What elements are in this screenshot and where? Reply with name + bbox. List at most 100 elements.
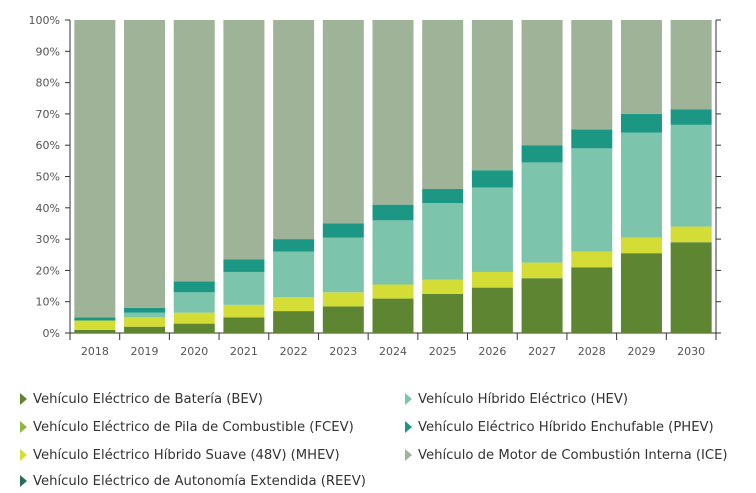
bar-segment-veh-culo-el-ctrico-h-brido-enchufable-phev--2025	[422, 189, 464, 204]
bar-segment-veh-culo-de-motor-de-combusti-n-interna-ice--2029	[620, 20, 662, 114]
bar-segment-veh-culo-h-brido-el-ctrico-hev--2025	[422, 203, 464, 280]
bar-segment-veh-culo-el-ctrico-h-brido-enchufable-phev--2019	[124, 307, 166, 313]
x-tick-label-2019: 2019	[131, 345, 159, 358]
bar-segment-veh-culo-de-motor-de-combusti-n-interna-ice--2027	[521, 20, 563, 146]
bar-segment-veh-culo-el-ctrico-de-bater-a-bev--2020	[173, 323, 215, 333]
x-tick-label-2025: 2025	[429, 345, 457, 358]
bar-segment-veh-culo-el-ctrico-h-brido-suave-48v-mhev--2030	[670, 226, 712, 243]
bar-segment-veh-culo-el-ctrico-h-brido-enchufable-phev--2022	[273, 239, 315, 252]
bar-segment-veh-culo-h-brido-el-ctrico-hev--2027	[521, 162, 563, 263]
bar-segment-veh-culo-de-motor-de-combusti-n-interna-ice--2026	[471, 20, 513, 171]
legend-item: Vehículo Eléctrico de Pila de Combustibl…	[20, 420, 354, 435]
bar-segment-veh-culo-el-ctrico-h-brido-enchufable-phev--2030	[670, 109, 712, 125]
y-tick-label: 100%	[29, 14, 60, 27]
bar-segment-veh-culo-el-ctrico-h-brido-enchufable-phev--2018	[74, 317, 116, 321]
legend-item: Vehículo de Motor de Combustión Interna …	[405, 448, 728, 463]
y-tick-label: 60%	[36, 139, 60, 152]
legend-label: Vehículo Híbrido Eléctrico (HEV)	[418, 392, 629, 407]
bar-segment-veh-culo-el-ctrico-h-brido-suave-48v-mhev--2029	[620, 237, 662, 254]
bar-segment-veh-culo-de-motor-de-combusti-n-interna-ice--2022	[273, 20, 315, 240]
bar-segment-veh-culo-el-ctrico-h-brido-suave-48v-mhev--2018	[74, 320, 116, 330]
bar-segment-veh-culo-el-ctrico-h-brido-suave-48v-mhev--2028	[571, 251, 613, 268]
x-tick-label-2030: 2030	[677, 345, 705, 358]
bar-segment-veh-culo-el-ctrico-h-brido-suave-48v-mhev--2022	[273, 297, 315, 312]
legend-item: Vehículo Eléctrico Híbrido Enchufable (P…	[405, 420, 714, 435]
bar-segment-veh-culo-el-ctrico-de-bater-a-bev--2030	[670, 242, 712, 333]
bar-segment-veh-culo-el-ctrico-h-brido-suave-48v-mhev--2024	[372, 284, 414, 299]
legend-marker	[20, 421, 27, 433]
x-tick-label-2026: 2026	[478, 345, 506, 358]
bar-segment-veh-culo-el-ctrico-de-bater-a-bev--2028	[571, 267, 613, 333]
legend-marker	[405, 421, 412, 433]
bar-segment-veh-culo-h-brido-el-ctrico-hev--2022	[273, 251, 315, 298]
bar-segment-veh-culo-de-motor-de-combusti-n-interna-ice--2020	[173, 20, 215, 282]
x-tick-label-2027: 2027	[528, 345, 556, 358]
bar-segment-veh-culo-h-brido-el-ctrico-hev--2030	[670, 124, 712, 227]
bar-segment-veh-culo-el-ctrico-h-brido-suave-48v-mhev--2023	[322, 292, 364, 307]
y-tick-label: 70%	[36, 108, 60, 121]
bar-segment-veh-culo-el-ctrico-h-brido-enchufable-phev--2029	[620, 113, 662, 133]
y-tick-label: 30%	[36, 233, 60, 246]
bar-segment-veh-culo-el-ctrico-h-brido-enchufable-phev--2027	[521, 145, 563, 163]
y-tick-label: 20%	[36, 264, 60, 277]
bar-segment-veh-culo-h-brido-el-ctrico-hev--2020	[173, 292, 215, 313]
x-tick-label-2022: 2022	[280, 345, 308, 358]
legend-marker	[20, 449, 27, 461]
y-tick-label: 90%	[36, 45, 60, 58]
bar-segment-veh-culo-el-ctrico-h-brido-suave-48v-mhev--2019	[124, 317, 166, 327]
legend-marker	[405, 449, 412, 461]
legend-label: Vehículo de Motor de Combustión Interna …	[418, 448, 728, 463]
bar-segment-veh-culo-el-ctrico-de-bater-a-bev--2026	[471, 287, 513, 333]
x-tick-label-2029: 2029	[627, 345, 655, 358]
legend-item: Vehículo Eléctrico de Batería (BEV)	[20, 392, 263, 407]
bar-segment-veh-culo-h-brido-el-ctrico-hev--2021	[223, 271, 265, 305]
bar-segment-veh-culo-el-ctrico-h-brido-enchufable-phev--2024	[372, 204, 414, 221]
bar-segment-veh-culo-el-ctrico-h-brido-enchufable-phev--2028	[571, 129, 613, 149]
x-tick-label-2024: 2024	[379, 345, 407, 358]
bar-segment-veh-culo-el-ctrico-h-brido-suave-48v-mhev--2025	[422, 279, 464, 294]
bar-segment-veh-culo-el-ctrico-h-brido-suave-48v-mhev--2026	[471, 271, 513, 288]
bar-segment-veh-culo-de-motor-de-combusti-n-interna-ice--2025	[422, 20, 464, 190]
bar-segment-veh-culo-el-ctrico-h-brido-suave-48v-mhev--2020	[173, 312, 215, 324]
legend-label: Vehículo Eléctrico de Autonomía Extendid…	[33, 474, 366, 489]
bar-segment-veh-culo-h-brido-el-ctrico-hev--2028	[571, 148, 613, 252]
bar-segment-veh-culo-el-ctrico-de-bater-a-bev--2018	[74, 329, 116, 333]
legend-item: Vehículo Eléctrico de Autonomía Extendid…	[20, 474, 366, 489]
y-tick-label: 80%	[36, 77, 60, 90]
legend-marker	[405, 393, 412, 405]
x-tick-label-2028: 2028	[578, 345, 606, 358]
bar-segment-veh-culo-de-motor-de-combusti-n-interna-ice--2028	[571, 20, 613, 130]
bar-segment-veh-culo-h-brido-el-ctrico-hev--2023	[322, 237, 364, 293]
bar-segment-veh-culo-el-ctrico-de-bater-a-bev--2024	[372, 298, 414, 333]
bar-segment-veh-culo-el-ctrico-de-bater-a-bev--2023	[322, 306, 364, 333]
bar-segment-veh-culo-h-brido-el-ctrico-hev--2026	[471, 187, 513, 272]
x-tick-label-2020: 2020	[180, 345, 208, 358]
legend-marker	[20, 475, 27, 487]
x-tick-label-2021: 2021	[230, 345, 258, 358]
bar-segment-veh-culo-de-motor-de-combusti-n-interna-ice--2018	[74, 20, 116, 318]
bar-segment-veh-culo-h-brido-el-ctrico-hev--2029	[620, 132, 662, 238]
bar-segment-veh-culo-h-brido-el-ctrico-hev--2019	[124, 312, 166, 318]
x-tick-label-2023: 2023	[329, 345, 357, 358]
y-tick-label: 0%	[43, 327, 60, 340]
bar-segment-veh-culo-el-ctrico-de-bater-a-bev--2021	[223, 317, 265, 333]
bar-segment-veh-culo-el-ctrico-de-bater-a-bev--2029	[620, 253, 662, 333]
bar-segment-veh-culo-el-ctrico-h-brido-enchufable-phev--2026	[471, 170, 513, 188]
bar-segment-veh-culo-el-ctrico-de-bater-a-bev--2022	[273, 311, 315, 333]
bar-segment-veh-culo-de-motor-de-combusti-n-interna-ice--2023	[322, 20, 364, 224]
bar-segment-veh-culo-de-motor-de-combusti-n-interna-ice--2021	[223, 20, 265, 260]
y-tick-label: 40%	[36, 202, 60, 215]
bar-segment-veh-culo-h-brido-el-ctrico-hev--2024	[372, 220, 414, 285]
bar-segment-veh-culo-el-ctrico-de-bater-a-bev--2019	[124, 326, 166, 333]
bar-segment-veh-culo-el-ctrico-de-bater-a-bev--2025	[422, 293, 464, 333]
bar-segment-veh-culo-el-ctrico-h-brido-suave-48v-mhev--2021	[223, 304, 265, 318]
legend-item: Vehículo Híbrido Eléctrico (HEV)	[405, 392, 628, 407]
x-tick-label-2018: 2018	[81, 345, 109, 358]
y-tick-label: 10%	[36, 296, 60, 309]
stacked-bar-chart: 0% 10% 20% 30% 40% 50% 60% 70% 80% 90% 100% 2018 201…	[29, 14, 721, 358]
bar-segment-veh-culo-el-ctrico-h-brido-enchufable-phev--2023	[322, 223, 364, 238]
bar-segment-veh-culo-el-ctrico-h-brido-suave-48v-mhev--2027	[521, 262, 563, 279]
legend-label: Vehículo Eléctrico de Pila de Combustibl…	[33, 420, 354, 435]
bar-segment-veh-culo-el-ctrico-de-bater-a-bev--2027	[521, 278, 563, 333]
